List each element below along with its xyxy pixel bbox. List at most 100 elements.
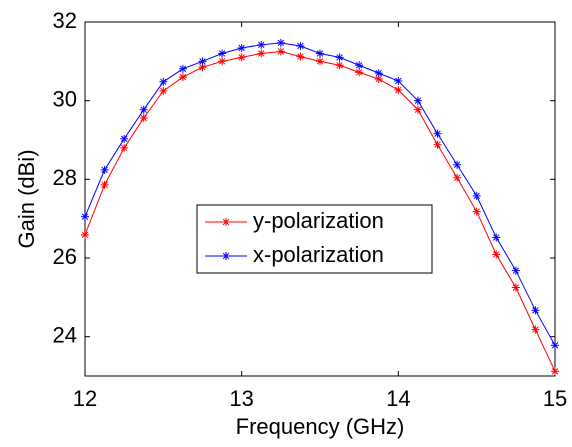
data-point	[218, 57, 227, 66]
marker-stroke	[81, 231, 89, 238]
marker-stroke	[120, 135, 128, 143]
marker-stroke	[355, 62, 363, 69]
marker-stroke	[551, 368, 559, 375]
data-point	[355, 68, 364, 77]
data-point	[296, 52, 305, 61]
marker-stroke	[532, 326, 539, 333]
marker-stroke	[453, 161, 461, 168]
marker-stroke	[316, 58, 324, 65]
y-tick-label: 24	[53, 322, 77, 347]
data-point	[433, 140, 442, 149]
data-point	[335, 61, 344, 70]
data-point	[551, 367, 559, 376]
data-point	[257, 49, 266, 58]
marker-stroke	[218, 58, 226, 65]
marker-stroke	[238, 44, 245, 52]
x-tick-label: 13	[229, 386, 253, 411]
data-point	[237, 43, 246, 52]
data-point	[296, 41, 305, 50]
marker-stroke	[277, 39, 285, 47]
data-point	[237, 53, 246, 62]
y-tick-label: 26	[53, 244, 77, 269]
data-point	[355, 61, 364, 70]
data-point	[551, 341, 559, 350]
data-point	[511, 283, 520, 292]
marker-stroke	[222, 252, 230, 260]
data-point	[178, 73, 187, 82]
x-tick-label: 15	[543, 386, 567, 411]
plot-frame	[84, 21, 556, 377]
marker-stroke	[355, 69, 363, 76]
marker-stroke	[81, 213, 89, 220]
data-point	[100, 165, 109, 174]
legend-marker	[222, 218, 230, 226]
marker-stroke	[277, 48, 285, 55]
marker-stroke	[238, 54, 245, 61]
marker-stroke	[179, 65, 187, 73]
marker-stroke	[218, 50, 226, 57]
data-point	[100, 180, 109, 189]
y-tick-label: 28	[53, 165, 77, 190]
marker-stroke	[532, 307, 539, 314]
data-point	[394, 77, 403, 85]
marker-stroke	[395, 86, 402, 94]
marker-stroke	[297, 53, 304, 60]
marker-stroke	[160, 87, 167, 95]
marker-stroke	[473, 208, 480, 215]
marker-stroke	[297, 42, 304, 50]
marker-stroke	[101, 166, 108, 174]
data-point	[374, 69, 383, 78]
y-axis-label: Gain (dBi)	[14, 149, 39, 248]
marker-stroke	[473, 192, 480, 200]
legend-label: y-polarization	[253, 208, 384, 233]
data-point	[120, 134, 129, 143]
marker-stroke	[512, 284, 520, 291]
legend-marker	[222, 252, 230, 260]
data-point	[492, 250, 501, 259]
y-tick-label: 30	[53, 86, 77, 111]
data-point	[159, 86, 168, 95]
data-point	[335, 53, 344, 62]
data-point	[453, 160, 462, 169]
marker-stroke	[222, 218, 230, 226]
legend-label: x-polarization	[253, 242, 384, 267]
marker-stroke	[101, 181, 108, 189]
data-point	[81, 212, 89, 221]
marker-stroke	[453, 174, 461, 181]
legend-box	[196, 204, 433, 274]
marker-stroke	[493, 234, 500, 241]
data-point	[413, 105, 422, 114]
marker-stroke	[140, 114, 147, 122]
data-point	[531, 325, 540, 334]
marker-stroke	[551, 342, 559, 349]
data-point	[492, 233, 501, 242]
data-point	[198, 57, 207, 66]
marker-stroke	[493, 251, 500, 258]
marker-stroke	[512, 267, 520, 274]
x-tick-label: 12	[73, 386, 97, 411]
data-point	[257, 40, 266, 49]
data-point	[81, 230, 89, 239]
data-point	[178, 64, 187, 73]
marker-stroke	[414, 97, 422, 104]
marker-stroke	[336, 62, 343, 69]
data-point	[316, 49, 324, 58]
marker-stroke	[434, 141, 441, 148]
data-point	[276, 47, 285, 56]
data-point	[120, 143, 129, 152]
marker-stroke	[375, 69, 382, 77]
data-point	[276, 38, 285, 47]
data-point	[433, 129, 442, 138]
x-axis-label: Frequency (GHz)	[236, 414, 405, 439]
marker-stroke	[160, 78, 167, 85]
marker-stroke	[199, 64, 206, 71]
data-point	[159, 77, 168, 86]
data-point	[413, 96, 422, 105]
marker-stroke	[120, 144, 128, 152]
marker-stroke	[316, 50, 324, 57]
marker-stroke	[414, 106, 422, 113]
data-point	[453, 173, 462, 182]
data-point	[139, 113, 148, 122]
